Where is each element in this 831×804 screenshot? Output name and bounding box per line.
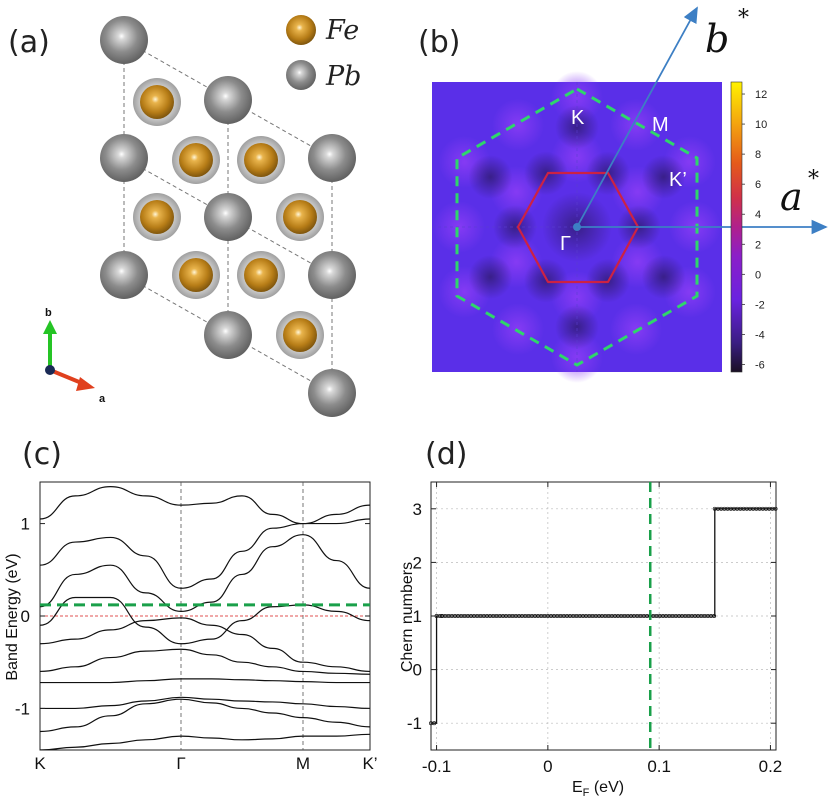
- colorbar-tick-label: -4: [755, 329, 765, 341]
- panel-d-label: (d): [425, 437, 467, 472]
- band-line: [40, 486, 370, 525]
- b-star-arrow: [576, 6, 698, 228]
- band-line: [40, 518, 370, 589]
- chern-marker: [712, 614, 717, 618]
- chern-step-line: [431, 508, 776, 724]
- fe-atom: [133, 193, 181, 241]
- b-star-label: b: [705, 17, 729, 61]
- band-line: [40, 648, 370, 675]
- chern-xtick-label: 0.1: [647, 757, 671, 776]
- fe-atom: [237, 251, 285, 299]
- colorbar-tick-label: -2: [755, 299, 765, 311]
- label-Kprime: K’: [669, 169, 687, 191]
- band-ytick-label: -1: [15, 699, 30, 718]
- brillouin-zone: [455, 87, 699, 367]
- colorbar-tick-label: 4: [755, 209, 761, 221]
- band-ytick-label: 1: [21, 515, 30, 534]
- chern-xtick-label: 0: [543, 757, 552, 776]
- panel-c: (c) 1 0 -1 K Γ M K’ Band Energy (eV): [4, 437, 378, 773]
- fe-atom: [276, 193, 324, 241]
- colorbar-tick-label: 12: [755, 89, 767, 101]
- fe-atom: [237, 136, 285, 184]
- band-xtick-label: M: [296, 754, 310, 773]
- b-star-sup: *: [738, 6, 749, 31]
- a-star-label: a: [780, 175, 803, 219]
- pb-atom: [100, 251, 148, 299]
- chern-ytick-label: 2: [413, 553, 422, 572]
- panel-b: (b) b * a * K M K’ Γ 12 10 8 6 4 2 0 -2 -4 -6: [418, 6, 828, 383]
- b-axis-label: b: [45, 307, 52, 319]
- pb-atom: [100, 134, 148, 182]
- legend-pb-label: Pb: [325, 61, 361, 92]
- panel-d: (d) 3 2 1 0 -1 -0.1 0 0.1 0.2 Chern numbers EF (…: [399, 437, 782, 799]
- fe-atom: [133, 78, 181, 126]
- fe-atom: [276, 311, 324, 359]
- chern-xtick-label: 0.2: [759, 757, 783, 776]
- colorbar: 12 10 8 6 4 2 0 -2 -4 -6: [730, 81, 767, 373]
- panel-a: (a) Fe Pb b a: [8, 15, 361, 417]
- colorbar-tick-label: 8: [755, 149, 761, 161]
- fe-atom: [172, 136, 220, 184]
- chern-ytick-label: -1: [407, 714, 422, 733]
- lattice-atoms: [100, 16, 356, 417]
- crystal-axes: b a: [43, 307, 106, 405]
- fe-atom: [172, 251, 220, 299]
- pb-atom: [204, 311, 252, 359]
- reciprocal-vectors: b * a *: [573, 6, 828, 235]
- colorbar-tick-label: 0: [755, 269, 761, 281]
- band-ylabel: Band Energy (eV): [4, 553, 21, 680]
- chern-ytick-label: 1: [413, 607, 422, 626]
- band-xtick-label: Γ: [176, 754, 185, 773]
- legend-pb-swatch: [286, 60, 316, 90]
- band-xtick-label: K’: [362, 754, 377, 773]
- band-line: [40, 698, 370, 733]
- chern-ylabel: Chern numbers: [399, 562, 416, 672]
- pb-atom: [100, 16, 148, 64]
- colorbar-tick-label: -6: [755, 359, 765, 371]
- colorbar-tick-label: 10: [755, 119, 767, 131]
- band-ytick-label: 0: [21, 607, 30, 626]
- label-M: M: [652, 114, 669, 136]
- a-axis-label: a: [99, 393, 106, 405]
- chern-marker: [437, 614, 442, 618]
- pb-atom: [204, 76, 252, 124]
- gamma-point: [573, 223, 581, 231]
- band-xtick-label: K: [34, 754, 46, 773]
- band-line: [40, 617, 370, 673]
- legend-fe-label: Fe: [325, 15, 359, 46]
- atom-legend: Fe Pb: [286, 15, 361, 92]
- chern-xtick-label: -0.1: [422, 757, 451, 776]
- band-line: [40, 696, 370, 710]
- band-line: [40, 733, 370, 750]
- colorbar-tick-label: 6: [755, 179, 761, 191]
- colorbar-tick-label: 2: [755, 239, 761, 251]
- panel-c-label: (c): [22, 437, 62, 472]
- chern-ytick-label: 0: [413, 661, 422, 680]
- legend-fe-swatch: [286, 15, 316, 45]
- chern-ytick-label: 3: [413, 500, 422, 519]
- label-Gamma: Γ: [560, 233, 571, 255]
- panel-a-label: (a): [8, 25, 50, 60]
- a-star-sup: *: [808, 167, 819, 192]
- fermi-contour: [516, 171, 640, 284]
- pb-atom: [308, 369, 356, 417]
- high-symmetry-labels: K M K’ Γ: [560, 107, 687, 255]
- pb-atom: [308, 134, 356, 182]
- panel-b-label: (b): [418, 25, 460, 60]
- a-axis-arrow: [49, 368, 85, 386]
- c-axis-dot: [45, 365, 55, 375]
- pb-atom: [308, 251, 356, 299]
- pb-atom: [204, 193, 252, 241]
- band-line: [40, 534, 370, 612]
- band-line: [40, 678, 370, 684]
- label-K: K: [571, 107, 585, 129]
- chern-xlabel: EF (eV): [572, 779, 624, 799]
